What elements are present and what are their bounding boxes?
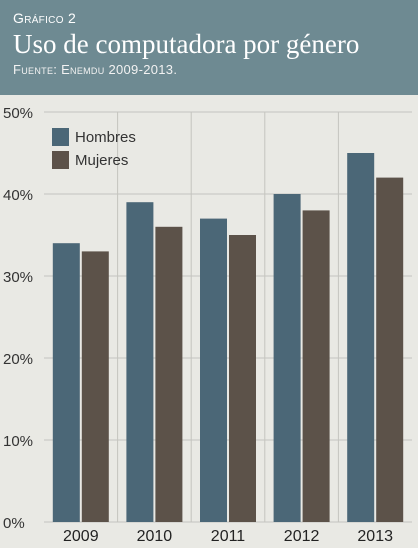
y-tick-label: 0% [3, 515, 25, 532]
bar-mujeres-2009 [81, 251, 109, 522]
x-tick-label: 2012 [284, 528, 320, 545]
chart-source: Fuente: Enemdu 2009-2013. [13, 62, 178, 77]
y-tick-label: 30% [3, 269, 33, 286]
y-tick-label: 50% [3, 105, 33, 122]
legend-label: Hombres [75, 129, 136, 146]
chart-kicker: Gráfico 2 [13, 10, 77, 26]
bar-hombres-2009 [52, 243, 80, 522]
chart-header: Gráfico 2 Uso de computadora por género … [0, 0, 418, 95]
bar-mujeres-2013 [376, 177, 404, 522]
bar-mujeres-2012 [302, 210, 330, 522]
x-tick-label: 2009 [63, 528, 99, 545]
bar-mujeres-2011 [229, 235, 256, 522]
y-tick-label: 20% [3, 351, 33, 368]
legend-label: Mujeres [75, 152, 128, 169]
bar-hombres-2012 [273, 194, 301, 522]
y-tick-label: 40% [3, 187, 33, 204]
bar-hombres-2011 [200, 218, 227, 522]
y-tick-label: 10% [3, 433, 33, 450]
legend-swatch [52, 151, 69, 169]
chart-title: Uso de computadora por género [13, 29, 360, 59]
legend-swatch [52, 128, 69, 146]
bar-hombres-2010 [126, 202, 154, 522]
bar-hombres-2013 [347, 153, 375, 522]
bar-mujeres-2010 [155, 226, 183, 523]
x-tick-label: 2011 [211, 528, 246, 545]
x-tick-label: 2013 [357, 528, 393, 545]
x-tick-label: 2010 [137, 528, 173, 545]
